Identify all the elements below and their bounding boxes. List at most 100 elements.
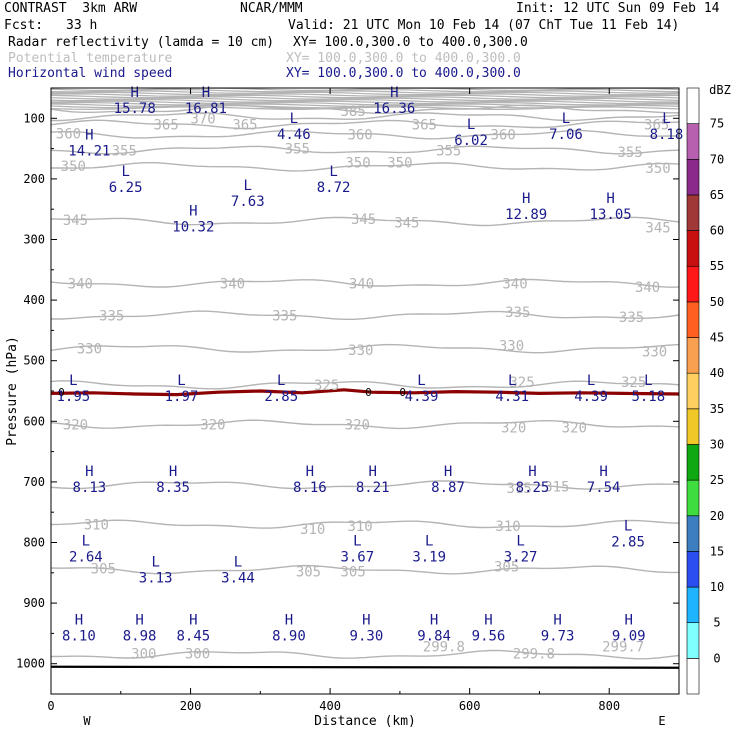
theta-label: 365 [644, 117, 669, 133]
theta-label: 340 [349, 277, 374, 293]
wind-speed-value: 1.95 [56, 389, 90, 405]
theta-line-360 [51, 129, 679, 140]
wind-speed-value: 3.13 [139, 571, 173, 587]
wind-low-marker: L [562, 111, 570, 127]
zero-dbz-label: 0 [399, 386, 406, 399]
wind-speed-value: 8.13 [73, 480, 107, 496]
wind-speed-value: 8.98 [123, 628, 157, 644]
theta-label: 365 [232, 117, 257, 133]
theta-label: 299.8 [513, 646, 555, 662]
colorbar-swatch [686, 515, 700, 552]
wind-speed-value: 12.89 [505, 207, 547, 223]
wind-speed-value: 14.21 [68, 144, 110, 160]
theta-label: 299.8 [423, 640, 465, 656]
wind-low-marker: L [425, 534, 433, 550]
init-time: Init: 12 UTC Sun 09 Feb 14 [516, 1, 720, 16]
colorbar-swatch [686, 444, 700, 481]
field-theta: Potential temperature [8, 51, 173, 66]
fcst-label: Fcst: [4, 18, 44, 33]
theta-label: 370 [190, 111, 215, 127]
theta-label: 335 [99, 308, 124, 324]
colorbar-level-label: 5 [713, 616, 720, 630]
theta-label: 355 [285, 142, 310, 158]
x-right-label: E [658, 714, 665, 728]
wind-speed-value: 4.39 [405, 389, 439, 405]
colorbar-level-label: 0 [713, 651, 720, 665]
theta-label: 310 [347, 519, 372, 535]
wind-high-marker: H [368, 464, 376, 480]
wind-high-marker: H [189, 612, 197, 628]
colorbar-swatch [686, 551, 700, 588]
colorbar-swatch [686, 301, 700, 338]
wind-low-marker: L [82, 534, 90, 550]
theta-label: 300 [131, 646, 156, 662]
zero-dbz-contour: 0 0 0 [51, 386, 679, 399]
wind-speed-value: 8.25 [516, 480, 550, 496]
ground-line [50, 665, 680, 669]
theta-label: 350 [345, 156, 370, 172]
theta-label: 325 [509, 375, 534, 391]
theta-label: 350 [645, 161, 670, 177]
wind-low-marker: L [467, 117, 475, 133]
top-band-contour-3 [51, 91, 679, 96]
wind-speed-value: 8.18 [650, 127, 684, 143]
colorbar-swatch [686, 230, 700, 267]
wind-speed-value: 8.45 [176, 628, 210, 644]
theta-label: 330 [642, 345, 667, 361]
colorbar: 0 5 10 15 20 25 30 35 40 45 50 55 60 65 70 75 [686, 87, 724, 695]
x-tick-label: 600 [459, 699, 481, 713]
colorbar-level-label: 20 [710, 509, 724, 523]
colorbar-swatch [686, 658, 700, 695]
theta-label: 340 [220, 277, 245, 293]
wind-speed-value: 2.64 [69, 550, 103, 566]
theta-label: 299.7 [602, 640, 644, 656]
theta-label: 325 [621, 375, 646, 391]
wind-high-marker: H [306, 464, 314, 480]
theta-line-325 [51, 380, 679, 390]
theta-line-355 [51, 145, 679, 155]
theta-label: 320 [562, 420, 587, 436]
wind-speed-value: 3.19 [412, 550, 446, 566]
x-left-label: W [83, 714, 91, 728]
wind-high-marker: H [444, 464, 452, 480]
top-band-contour-9 [51, 100, 679, 105]
wind-speed-value: 9.56 [472, 628, 506, 644]
wind-high-marker: H [625, 612, 633, 628]
colorbar-swatch [686, 265, 700, 303]
theta-label: 300 [185, 646, 210, 662]
wind-speed-value: 3.27 [504, 550, 538, 566]
wind-speed-value: 9.73 [541, 628, 575, 644]
theta-label: 345 [351, 212, 376, 228]
colorbar-level-label: 35 [710, 402, 724, 416]
wind-speed-value: 7.63 [231, 194, 265, 210]
theta-label: 360 [56, 126, 81, 142]
colorbar-level-label: 25 [710, 473, 724, 487]
y-tick-label: 600 [23, 414, 45, 428]
wind-speed-value: 8.72 [317, 180, 351, 196]
wind-speed-value: 5.18 [631, 389, 665, 405]
colorbar-level-label: 75 [710, 117, 724, 131]
wind-speed-value: 6.25 [109, 180, 143, 196]
top-band-contour-1 [51, 88, 679, 93]
y-tick-label: 1000 [16, 657, 45, 671]
theta-label: 330 [348, 343, 373, 359]
wind-low-marker: L [151, 555, 159, 571]
field-wind: Horizontal wind speed [8, 66, 173, 81]
wind-high-marker: H [390, 85, 398, 101]
wind-speed-value: 3.67 [340, 550, 374, 566]
valid-time: Valid: 21 UTC Mon 10 Feb 14 (07 ChT Tue … [288, 18, 680, 33]
theta-contours [51, 104, 679, 660]
theta-label: 365 [153, 117, 178, 133]
wind-speed-value: 8.16 [293, 480, 327, 496]
theta-label: 350 [61, 159, 86, 175]
wind-low-marker: L [69, 373, 77, 389]
wind-high-marker: H [599, 464, 607, 480]
wind-low-marker: L [587, 373, 595, 389]
y-tick-label: 300 [23, 233, 45, 247]
theta-line-350 [51, 162, 679, 172]
wind-high-marker: H [189, 203, 197, 219]
theta-label: 340 [68, 277, 93, 293]
wind-speed-value: 8.10 [62, 628, 96, 644]
y-axis-label: Pressure (hPa) [5, 336, 20, 446]
colorbar-swatch [686, 586, 700, 624]
